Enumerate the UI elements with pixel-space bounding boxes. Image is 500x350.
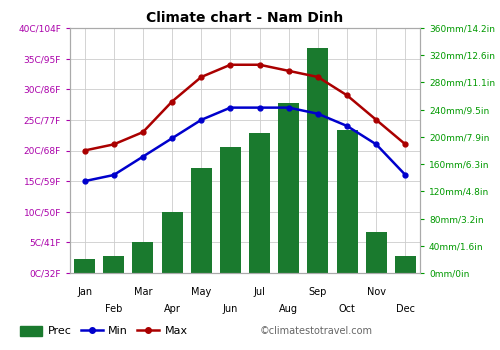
Bar	[249, 133, 270, 273]
Text: Aug: Aug	[279, 303, 298, 314]
Bar	[395, 256, 416, 273]
Bar	[336, 130, 357, 273]
Bar	[308, 48, 328, 273]
Text: Apr: Apr	[164, 303, 180, 314]
Text: Jul: Jul	[254, 287, 266, 297]
Text: Oct: Oct	[338, 303, 355, 314]
Bar	[74, 259, 95, 273]
Bar	[278, 103, 299, 273]
Bar	[162, 212, 182, 273]
Text: Dec: Dec	[396, 303, 415, 314]
Bar	[104, 256, 124, 273]
Legend: Prec, Min, Max: Prec, Min, Max	[16, 321, 192, 341]
Text: May: May	[191, 287, 212, 297]
Text: Feb: Feb	[105, 303, 122, 314]
Text: Mar: Mar	[134, 287, 152, 297]
Bar	[366, 232, 387, 273]
Text: Sep: Sep	[308, 287, 327, 297]
Text: Nov: Nov	[366, 287, 386, 297]
Text: ©climatestotravel.com: ©climatestotravel.com	[260, 326, 373, 336]
Bar	[220, 147, 241, 273]
Text: Jan: Jan	[77, 287, 92, 297]
Bar	[191, 168, 212, 273]
Bar	[132, 243, 154, 273]
Title: Climate chart - Nam Dinh: Climate chart - Nam Dinh	[146, 12, 344, 26]
Text: Jun: Jun	[222, 303, 238, 314]
